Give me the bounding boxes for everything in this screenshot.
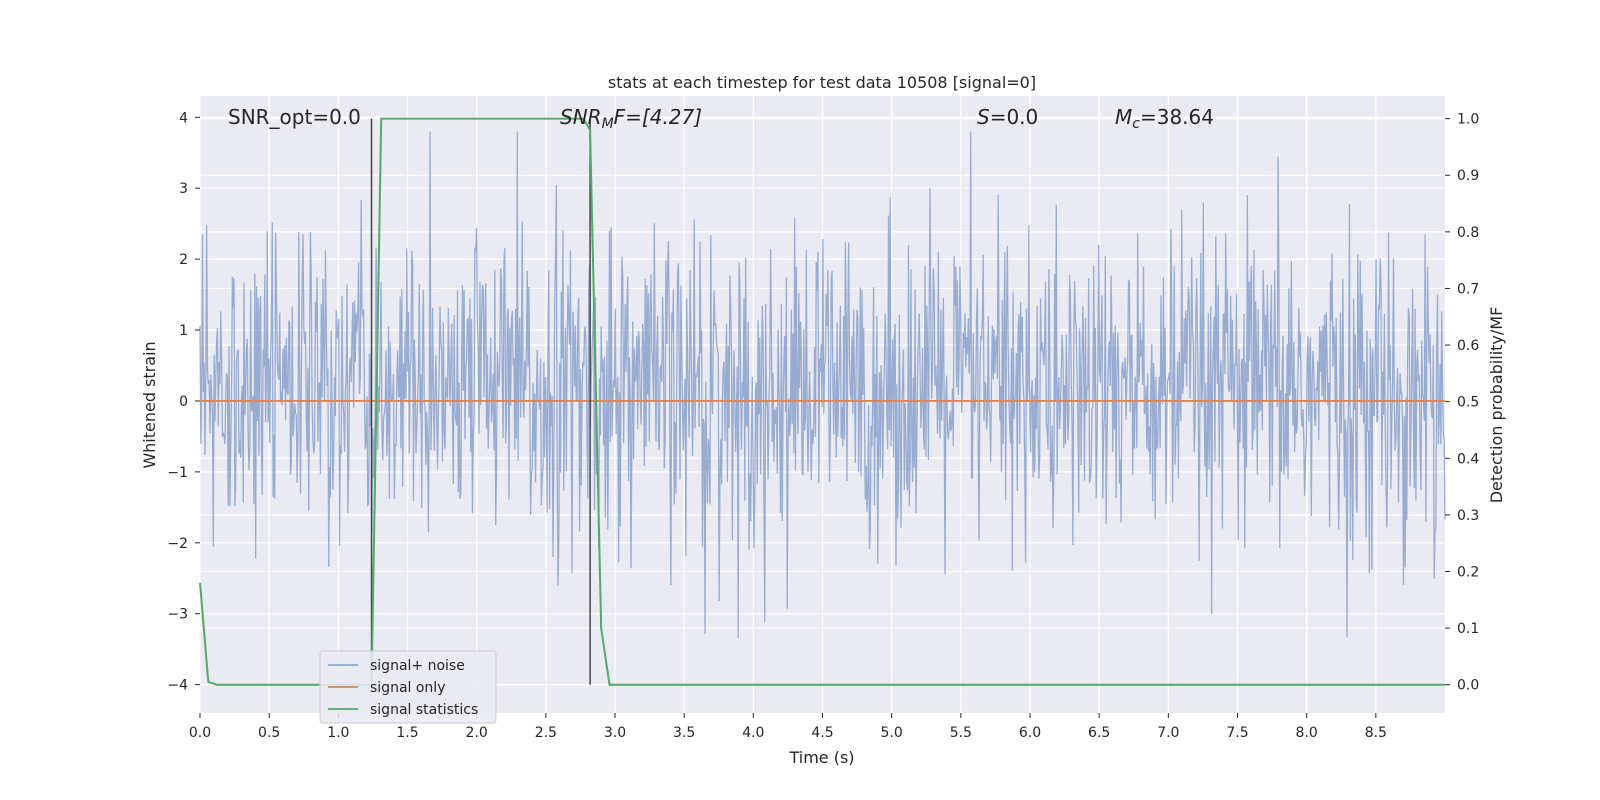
x-tick-label: 1.0 [327,725,349,741]
annotation-s-base: S [977,105,990,129]
y-right-tick-label: 0.8 [1457,225,1479,241]
legend-label-signal-only: signal only [370,680,445,696]
x-tick-label: 4.5 [811,725,833,741]
x-tick-label: 2.5 [535,725,557,741]
y-left-tick-label: −1 [167,465,188,481]
x-tick-label: 7.5 [1226,725,1248,741]
y-right-tick-label: 0.7 [1457,281,1479,297]
series-signal-noise [199,131,1446,638]
annotation-mc: Mc=38.64 [1115,105,1214,132]
y-left-tick-label: 3 [179,181,188,197]
y-right-tick-label: 0.6 [1457,338,1479,354]
y-right-tick-label: 0.1 [1457,621,1479,637]
annotation-s: S=0.0 [977,105,1038,129]
x-tick-label: 3.5 [673,725,695,741]
y-left-tick-label: 1 [179,323,188,339]
y-right-tick-label: 0.0 [1457,678,1479,694]
y-right-tick-label: 0.9 [1457,168,1479,184]
x-tick-label: 5.0 [881,725,903,741]
annotation-s-rest: =0.0 [990,105,1039,129]
y-left-tick-label: −3 [167,607,188,623]
annotation-snr-mf-rest: F=[4.27] [614,105,702,129]
x-tick-label: 5.5 [950,725,972,741]
annotation-mc-base: M [1115,105,1132,129]
y-right-ticks: 1.0 0.9 0.8 0.7 0.6 0.5 0.4 0.3 0.2 0.1 0.0 [1445,112,1479,694]
x-tick-label: 6.5 [1088,725,1110,741]
y-axis-right-label: Detection probability/MF [1487,307,1506,504]
legend-label-signal-noise: signal+ noise [370,658,465,674]
signal-noise-line [199,131,1446,638]
x-ticks: 0.0 0.5 1.0 1.5 2.0 2.5 3.0 3.5 4.0 4.5 5.0 5.5 6.0 6… [189,713,1387,741]
y-right-tick-label: 1.0 [1457,112,1479,128]
series-signal-statistics [199,117,1445,686]
x-tick-label: 7.0 [1157,725,1179,741]
x-axis-label: Time (s) [788,748,854,767]
annotation-mc-sub: c [1132,116,1140,132]
y-right-tick-label: 0.3 [1457,508,1479,524]
y-left-ticks: 4 3 2 1 0 −1 −2 −3 −4 [167,110,200,694]
x-tick-label: 8.0 [1296,725,1318,741]
legend-label-signal-statistics: signal statistics [370,702,478,718]
vertical-markers [370,118,591,685]
annotation-snr-opt: SNR_opt=0.0 [228,105,361,129]
annotation-mc-rest: =38.64 [1140,105,1214,129]
x-tick-label: 6.0 [1019,725,1041,741]
y-left-tick-label: −4 [167,678,188,694]
x-tick-label: 0.0 [189,725,211,741]
y-axis-left-label: Whitened strain [140,341,159,468]
legend: signal+ noise signal only signal statist… [319,650,497,724]
y-left-tick-label: 4 [179,110,188,126]
annotation-snr-mf-base: SNR [560,105,602,129]
y-left-tick-label: −2 [167,536,188,552]
signal-statistics-line [199,117,1445,686]
legend-box [319,650,497,724]
chart-title: stats at each timestep for test data 105… [608,73,1036,92]
x-tick-label: 8.5 [1365,725,1387,741]
x-tick-label: 1.5 [396,725,418,741]
annotation-snr-mf-sub: M [602,116,614,132]
y-left-tick-label: 0 [179,394,188,410]
y-left-tick-label: 2 [179,252,188,268]
y-right-tick-label: 0.2 [1457,564,1479,580]
y-right-tick-label: 0.5 [1457,395,1479,411]
x-tick-label: 3.0 [604,725,626,741]
y-right-tick-label: 0.4 [1457,451,1479,467]
x-tick-label: 0.5 [258,725,280,741]
x-tick-label: 4.0 [742,725,764,741]
x-tick-label: 2.0 [466,725,488,741]
annotation-snr-mf: SNRMF=[4.27] [560,105,702,132]
